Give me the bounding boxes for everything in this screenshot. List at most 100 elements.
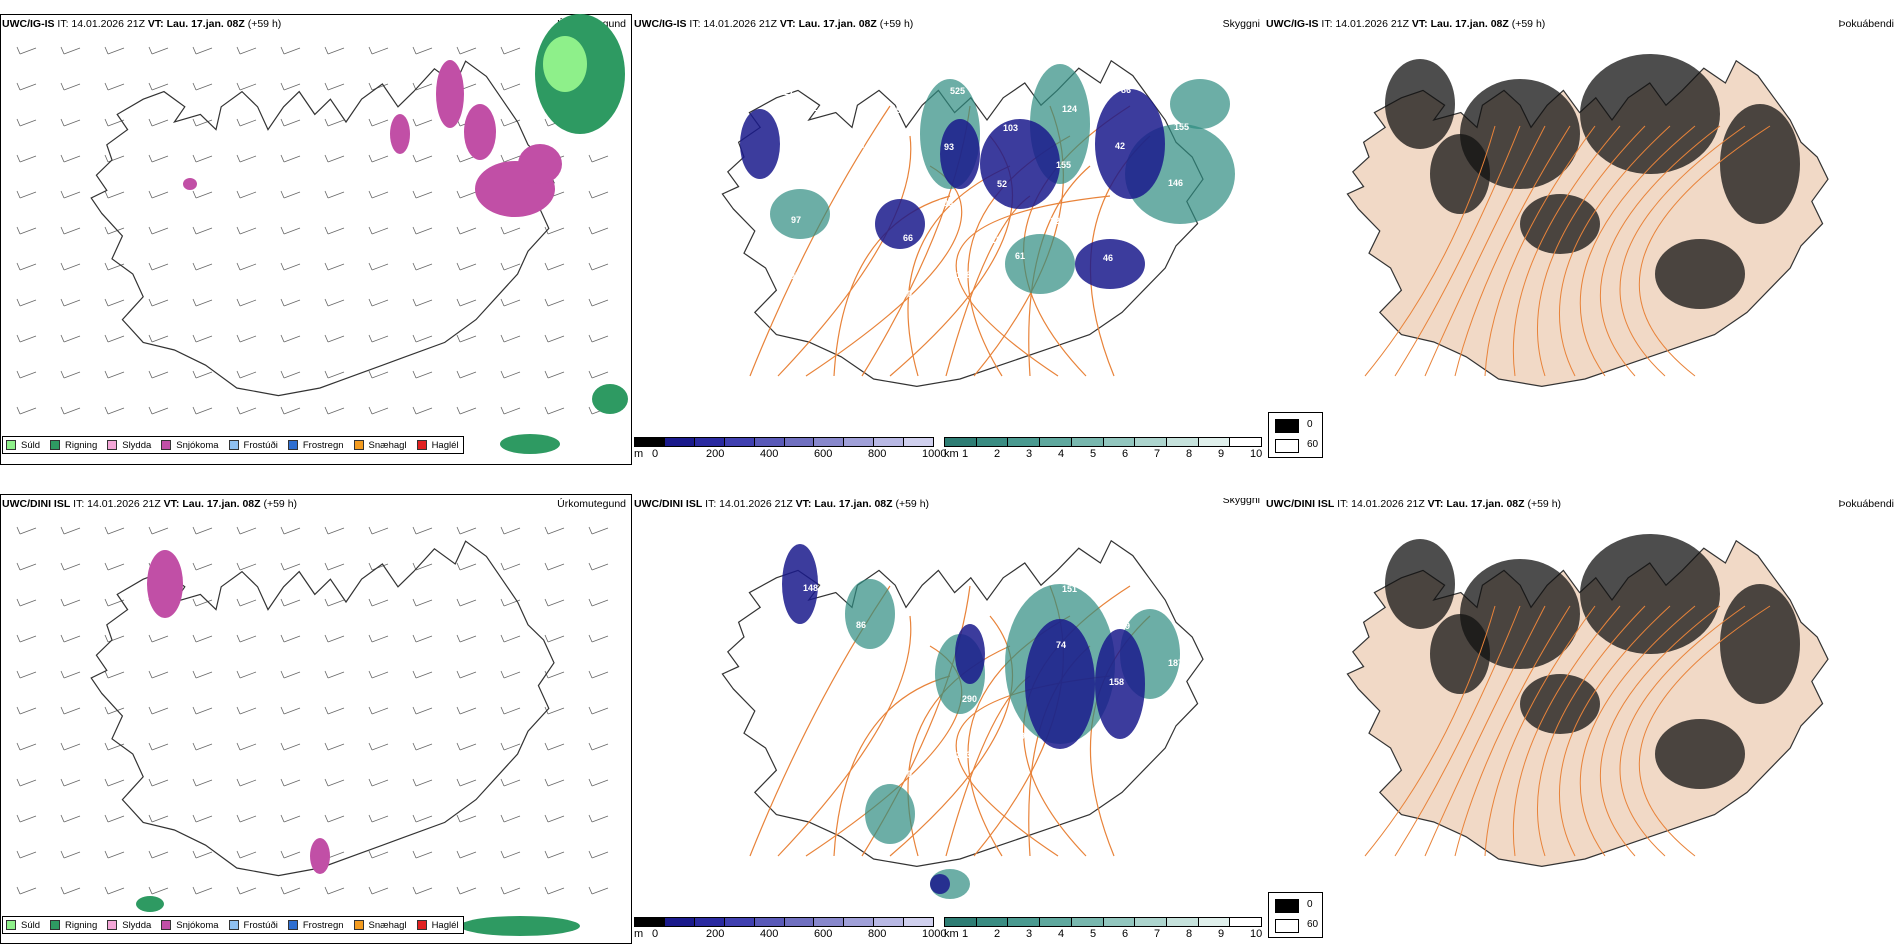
wind-barb-flag [500, 814, 505, 823]
scale-segment [724, 918, 755, 926]
low-visibility-area [865, 784, 915, 844]
wind-barb [591, 299, 609, 307]
wind-barb [371, 779, 389, 787]
fog-area [1655, 719, 1745, 789]
wind-barb [459, 263, 477, 271]
wind-barb-flag [456, 406, 461, 415]
wind-barb-flag [16, 262, 21, 271]
legend-label: Snæhagl [368, 919, 407, 931]
wind-barb [107, 371, 125, 379]
cloud-base-label: 128 [956, 270, 971, 280]
wind-barb [283, 155, 301, 163]
cloud-base-label: 148 [803, 583, 818, 593]
legend-swatch [353, 920, 364, 930]
cloud-base-label: 152 [803, 103, 818, 113]
wind-barb [415, 119, 433, 127]
panel-title: Skyggni [1222, 18, 1260, 30]
wind-barb-flag [544, 406, 549, 415]
wind-barb-flag [192, 742, 197, 751]
scale-tick-label: 1 [962, 448, 969, 460]
wind-barb [19, 671, 37, 679]
wind-barb-flag [456, 226, 461, 235]
wind-barb [327, 407, 345, 415]
wind-barb-flag [368, 334, 373, 343]
wind-barb [371, 635, 389, 643]
cloud-base-label: 135 [1174, 602, 1189, 612]
wind-barb-flag [456, 370, 461, 379]
precip-type-panel-bottom [0, 494, 632, 944]
wind-barb [327, 371, 345, 379]
wind-barb-flag [192, 226, 197, 235]
wind-barb-flag [324, 370, 329, 379]
lead-time: (+59 h) [1527, 498, 1562, 510]
scale-tick-label: 600 [814, 928, 833, 940]
scale-segment [814, 918, 845, 926]
wind-barb [195, 743, 213, 751]
legend-item: Súld [6, 920, 40, 931]
precip-legend-top: Súld Rigning Slydda Snjókoma Frostúði Frostre… [2, 436, 464, 454]
wind-barb-flag [280, 814, 285, 823]
wind-barb-flag [456, 262, 461, 271]
scale-tick-label: 4 [1058, 928, 1065, 940]
wind-barb [195, 887, 213, 895]
wind-barb-flag [104, 370, 109, 379]
wind-barb-flag [236, 190, 241, 199]
wind-barb-flag [500, 562, 505, 571]
scale-unit: m [634, 448, 644, 460]
wind-barb-flag [280, 226, 285, 235]
wind-barb [63, 191, 81, 199]
wind-barb [371, 299, 389, 307]
wind-barb-flag [148, 526, 153, 535]
fog-legend-top: 0 60 [1268, 412, 1323, 458]
wind-barb-flag [60, 742, 65, 751]
cloud-base-label: 155 [1056, 160, 1071, 170]
wind-barb [371, 227, 389, 235]
wind-barb [547, 335, 565, 343]
scale-tick-label: 200 [706, 928, 725, 940]
wind-barb [591, 227, 609, 235]
scale-segment [1230, 438, 1262, 446]
wind-barb [415, 707, 433, 715]
cloud-base-label: 86 [856, 620, 866, 630]
wind-barb-flag [456, 850, 461, 859]
wind-barb [151, 407, 169, 415]
model-name: UWC/DINI ISL [1266, 498, 1335, 510]
scale-tick-label: 7 [1154, 928, 1161, 940]
wind-barb-flag [104, 742, 109, 751]
lead-time: (+59 h) [895, 498, 930, 510]
scale-tick-label: 10 [1250, 448, 1263, 460]
wind-barb-flag [148, 814, 153, 823]
wind-barb [415, 263, 433, 271]
road-line [1364, 605, 1496, 857]
wind-barb-flag [60, 562, 65, 571]
wind-barb-flag [456, 814, 461, 823]
wind-barb-flag [16, 778, 21, 787]
wind-barb-flag [324, 82, 329, 91]
scale-tick-label: 10 [1250, 928, 1263, 940]
wind-barb-flag [236, 778, 241, 787]
scale-segment [635, 438, 665, 446]
low-cloud-base-area [1075, 239, 1145, 289]
wind-barb-flag [192, 334, 197, 343]
wind-barb [591, 371, 609, 379]
cloud-base-label: 124 [1062, 104, 1077, 114]
wind-barb [151, 47, 169, 55]
cloud-base-label: 57 [750, 66, 760, 76]
wind-barb [459, 779, 477, 787]
wind-barb [107, 887, 125, 895]
wind-barb-flag [16, 598, 21, 607]
wind-barb-flag [236, 634, 241, 643]
legend-label: Haglél [431, 439, 459, 451]
wind-barb [151, 707, 169, 715]
wind-barb-flag [368, 190, 373, 199]
wind-barb [283, 83, 301, 91]
wind-barb [239, 779, 257, 787]
cloud-base-label: 12 [991, 235, 1001, 245]
wind-barb-flag [500, 598, 505, 607]
wind-barb-flag [192, 190, 197, 199]
wind-barb [327, 599, 345, 607]
wind-barb [371, 743, 389, 751]
wind-barb [63, 119, 81, 127]
wind-barb [503, 227, 521, 235]
wind-barb-flag [588, 670, 593, 679]
